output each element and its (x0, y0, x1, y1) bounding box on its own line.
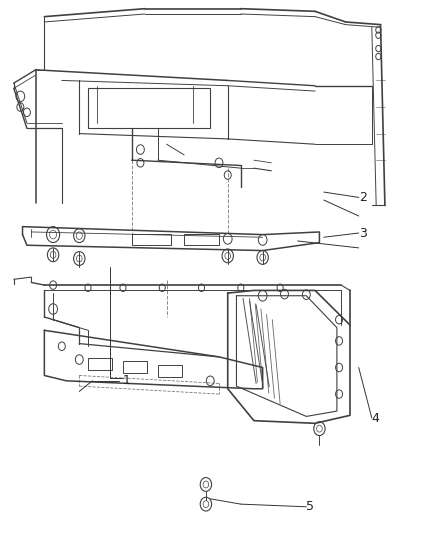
Text: 3: 3 (359, 227, 367, 239)
Text: 5: 5 (306, 500, 314, 513)
Text: 2: 2 (359, 191, 367, 204)
Bar (132, 233, 171, 245)
Bar (88, 88, 210, 128)
Text: 1: 1 (123, 374, 131, 387)
Bar (158, 366, 182, 377)
Bar (184, 233, 219, 245)
Bar (88, 359, 112, 370)
Text: 4: 4 (372, 411, 380, 424)
Bar (123, 361, 147, 373)
